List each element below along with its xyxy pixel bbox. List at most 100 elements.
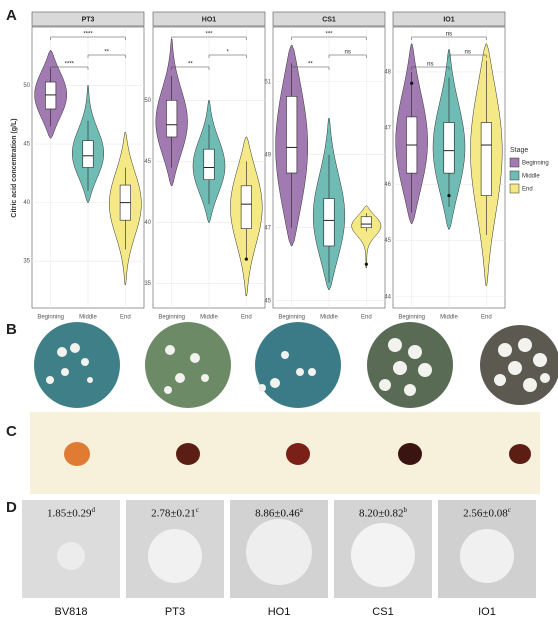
y-tick-label: 40 bbox=[23, 200, 30, 206]
halo-value: 2.56±0.08c bbox=[463, 506, 511, 520]
strain-label: IO1 bbox=[478, 606, 496, 618]
outlier bbox=[364, 262, 368, 266]
panel-label: C bbox=[6, 423, 17, 440]
significance: *** bbox=[205, 32, 213, 38]
x-tick-label: End bbox=[481, 315, 492, 321]
halo-letter: d bbox=[92, 506, 96, 514]
panel-label: D bbox=[6, 499, 17, 516]
strip-title: PT3 bbox=[82, 16, 95, 23]
x-tick-label: Beginning bbox=[158, 315, 185, 321]
y-tick-label: 50 bbox=[144, 98, 151, 104]
legend-entry: Middle bbox=[522, 174, 540, 180]
y-tick-label: 35 bbox=[23, 259, 30, 265]
plates bbox=[34, 322, 558, 408]
legend-swatch bbox=[509, 170, 520, 181]
legend-swatch bbox=[509, 157, 520, 168]
box bbox=[286, 96, 298, 174]
strain-label: BV818 bbox=[54, 606, 87, 618]
y-tick-label: 48 bbox=[384, 70, 391, 76]
significance: ** bbox=[308, 62, 313, 68]
y-tick-label: 40 bbox=[144, 220, 151, 226]
significance: **** bbox=[83, 32, 93, 38]
panel-label: B bbox=[6, 321, 17, 338]
comparison-bracket bbox=[87, 54, 126, 58]
comparison-bracket bbox=[208, 54, 247, 58]
y-tick-label: 47 bbox=[384, 126, 391, 132]
comparison-bracket bbox=[448, 54, 487, 58]
significance: * bbox=[226, 50, 229, 56]
y-tick-label: 45 bbox=[384, 238, 391, 244]
significance: ns bbox=[446, 32, 452, 38]
y-tick-label: 44 bbox=[384, 294, 391, 300]
box bbox=[82, 140, 94, 168]
comparison-bracket bbox=[291, 36, 367, 40]
significance: ns bbox=[464, 50, 470, 56]
box bbox=[360, 216, 372, 229]
comparison-bracket bbox=[50, 66, 89, 70]
box bbox=[45, 81, 57, 110]
halo-value: 2.78±0.21c bbox=[151, 506, 199, 520]
x-tick-label: Middle bbox=[200, 315, 218, 321]
significance: ns bbox=[427, 62, 433, 68]
halo-value: 1.85±0.29d bbox=[47, 506, 96, 520]
strip bbox=[272, 11, 386, 27]
halo-letter: b bbox=[404, 506, 408, 514]
halo-value: 8.86±0.46a bbox=[255, 506, 304, 520]
halo-value: 8.20±0.82b bbox=[359, 506, 408, 520]
colony-spots bbox=[30, 412, 540, 494]
box bbox=[203, 148, 215, 181]
outlier bbox=[244, 257, 248, 261]
box bbox=[323, 198, 335, 247]
outlier bbox=[447, 194, 451, 198]
y-tick-label: 35 bbox=[144, 281, 151, 287]
y-tick-label: 47 bbox=[264, 225, 271, 231]
comparison-bracket bbox=[411, 36, 487, 40]
box bbox=[240, 185, 252, 229]
y-axis-label: Citric acid concentration (g/L) bbox=[11, 118, 18, 217]
x-tick-label: Beginning bbox=[278, 315, 305, 321]
significance: **** bbox=[65, 62, 75, 68]
comparison-bracket bbox=[291, 66, 330, 70]
comparison-bracket bbox=[50, 36, 126, 40]
y-tick-label: 46 bbox=[384, 182, 391, 188]
halo-letter: a bbox=[300, 506, 304, 514]
panel-label: A bbox=[6, 7, 17, 24]
strip bbox=[392, 11, 506, 27]
x-tick-label: End bbox=[361, 315, 372, 321]
y-tick-label: 45 bbox=[264, 298, 271, 304]
y-tick-label: 45 bbox=[144, 159, 151, 165]
y-tick-label: 45 bbox=[23, 142, 30, 148]
comparison-bracket bbox=[411, 66, 450, 70]
halo-letter: c bbox=[508, 506, 511, 514]
comparison-bracket bbox=[328, 54, 367, 58]
legend-swatch bbox=[509, 183, 520, 194]
box bbox=[166, 100, 178, 138]
halo-letter: c bbox=[196, 506, 199, 514]
strip bbox=[31, 11, 145, 27]
x-tick-label: Beginning bbox=[37, 315, 64, 321]
violin bbox=[351, 205, 382, 269]
x-tick-label: Middle bbox=[320, 315, 338, 321]
strain-label: PT3 bbox=[165, 606, 185, 618]
strip-title: IO1 bbox=[443, 16, 454, 23]
box bbox=[443, 122, 455, 174]
legend-entry: Beginning bbox=[522, 161, 549, 167]
x-tick-label: Beginning bbox=[398, 315, 425, 321]
strip bbox=[152, 11, 266, 27]
strain-label: CS1 bbox=[372, 606, 393, 618]
comparison-bracket bbox=[171, 66, 210, 70]
significance: ** bbox=[188, 62, 193, 68]
box bbox=[480, 122, 492, 196]
halo-plates bbox=[22, 500, 536, 598]
x-tick-label: Middle bbox=[440, 315, 458, 321]
x-tick-label: Middle bbox=[79, 315, 97, 321]
x-tick-label: End bbox=[241, 315, 252, 321]
significance: ns bbox=[344, 50, 350, 56]
legend-entry: End bbox=[522, 187, 533, 193]
outlier bbox=[410, 81, 414, 85]
y-tick-label: 51 bbox=[264, 79, 271, 85]
strip-title: CS1 bbox=[322, 16, 336, 23]
comparison-bracket bbox=[171, 36, 247, 40]
significance: ** bbox=[104, 50, 109, 56]
